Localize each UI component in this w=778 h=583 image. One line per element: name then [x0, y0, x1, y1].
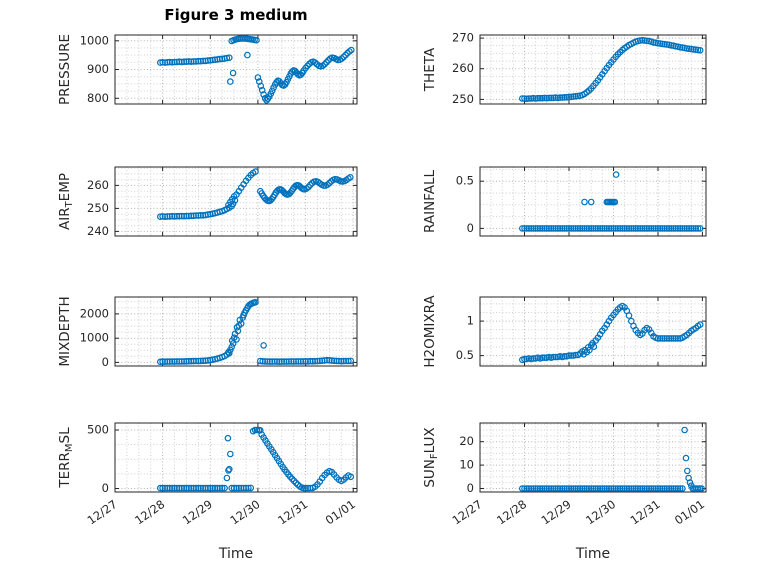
air-temp-plot-points: [157, 168, 354, 221]
tick-marks: [114, 35, 357, 104]
y-tick-label: 1000: [80, 33, 109, 47]
y-tick-label: 260: [452, 61, 474, 75]
h2omixra-plot-points: [518, 302, 704, 364]
y-tick-label: 0.5: [456, 348, 474, 362]
grid-lines: [115, 297, 357, 366]
x-tick-label: 12/27: [85, 497, 120, 527]
axes-box: [479, 166, 707, 237]
y-tick-label: 260: [87, 178, 109, 192]
y-axis-label: RAINFALL: [422, 170, 438, 233]
x-tick-label: 12/31: [628, 497, 663, 527]
axes-box: [114, 422, 358, 493]
x-tick-label: 12/30: [583, 497, 618, 527]
h2omixra-plot: 0.5 1 H2OMIXRA: [422, 295, 707, 368]
axes-box: [479, 422, 707, 493]
terr-msl-plot: 0 500 12/27 12/28 12/29 12/30 12/31 01/01 TERRMS…: [57, 422, 358, 527]
y-axis-label: THETA: [422, 47, 438, 92]
y-tick-label: 0.5: [456, 174, 474, 188]
tick-marks: [479, 297, 706, 366]
x-tick-label: 12/27: [450, 497, 485, 527]
mixdepth-plot: 0 1000 2000 MIXDEPTH: [57, 296, 358, 369]
sun-flux-plot-points: [518, 426, 705, 492]
y-tick-label: 0: [102, 481, 109, 495]
x-tick-label: 01/01: [323, 497, 358, 527]
y-tick-label: 1000: [80, 331, 109, 345]
y-tick-label: 0: [467, 481, 474, 495]
grid-lines: [480, 423, 706, 492]
tick-marks: [479, 167, 706, 236]
mixdepth-plot-points: [157, 298, 355, 366]
y-tick-label: 0: [102, 355, 109, 369]
x-tick-label: 12/28: [132, 497, 167, 527]
x-tick-label: 12/28: [494, 497, 529, 527]
y-axis-label: TERRMSL: [57, 427, 75, 489]
x-axis-title-left: Time: [218, 546, 254, 562]
tick-marks: [114, 167, 357, 236]
y-tick-label: 1: [467, 314, 474, 328]
grid-lines: [115, 423, 357, 492]
axes-box: [479, 296, 707, 367]
x-tick-label: 12/29: [180, 497, 215, 527]
y-tick-label: 240: [87, 224, 109, 238]
rainfall-plot-points: [518, 171, 704, 232]
theta-plot: 250 260 270 THETA: [422, 31, 707, 106]
pressure-plot: 800 900 1000 PRESSURE: [57, 33, 358, 105]
y-tick-label: 20: [459, 434, 474, 448]
grid-lines: [115, 35, 357, 104]
tick-marks: [114, 423, 357, 492]
axes-box: [114, 166, 358, 237]
y-tick-label: 270: [452, 31, 474, 45]
y-tick-label: 0: [467, 221, 474, 235]
y-tick-label: 900: [87, 62, 109, 76]
y-tick-label: 250: [452, 92, 474, 106]
theta-plot-points: [518, 36, 704, 103]
x-tick-label: 12/31: [275, 497, 310, 527]
y-tick-label: 10: [459, 458, 474, 472]
figure-title: Figure 3 medium: [164, 6, 308, 24]
y-axis-label: MIXDEPTH: [57, 296, 73, 366]
y-tick-label: 250: [87, 201, 109, 215]
y-tick-label: 500: [87, 423, 109, 437]
axes-box: [479, 34, 707, 105]
terr-msl-plot-points: [157, 426, 355, 492]
grid-lines: [480, 297, 706, 366]
x-axis-title-right: Time: [575, 546, 611, 562]
y-tick-label: 2000: [80, 306, 109, 320]
x-tick-label: 01/01: [672, 497, 707, 527]
x-tick-label: 12/30: [227, 497, 262, 527]
y-axis-label: SUNFLUX: [422, 427, 440, 487]
axes-box: [114, 296, 358, 367]
y-axis-label: AIRTEMP: [57, 173, 75, 230]
y-axis-label: PRESSURE: [57, 34, 73, 105]
x-tick-label: 12/29: [539, 497, 574, 527]
pressure-plot-points: [157, 35, 355, 104]
air-temp-plot: 240 250 260 AIRTEMP: [57, 166, 358, 238]
sun-flux-plot: 0 10 20 12/27 12/28 12/29 12/30 12/31 01/01 SUNFL…: [422, 422, 707, 527]
grid-lines: [115, 167, 357, 236]
tick-marks: [479, 35, 706, 104]
y-tick-label: 800: [87, 91, 109, 105]
y-axis-label: H2OMIXRA: [422, 295, 438, 368]
rainfall-plot: 0 0.5 RAINFALL: [422, 166, 707, 237]
